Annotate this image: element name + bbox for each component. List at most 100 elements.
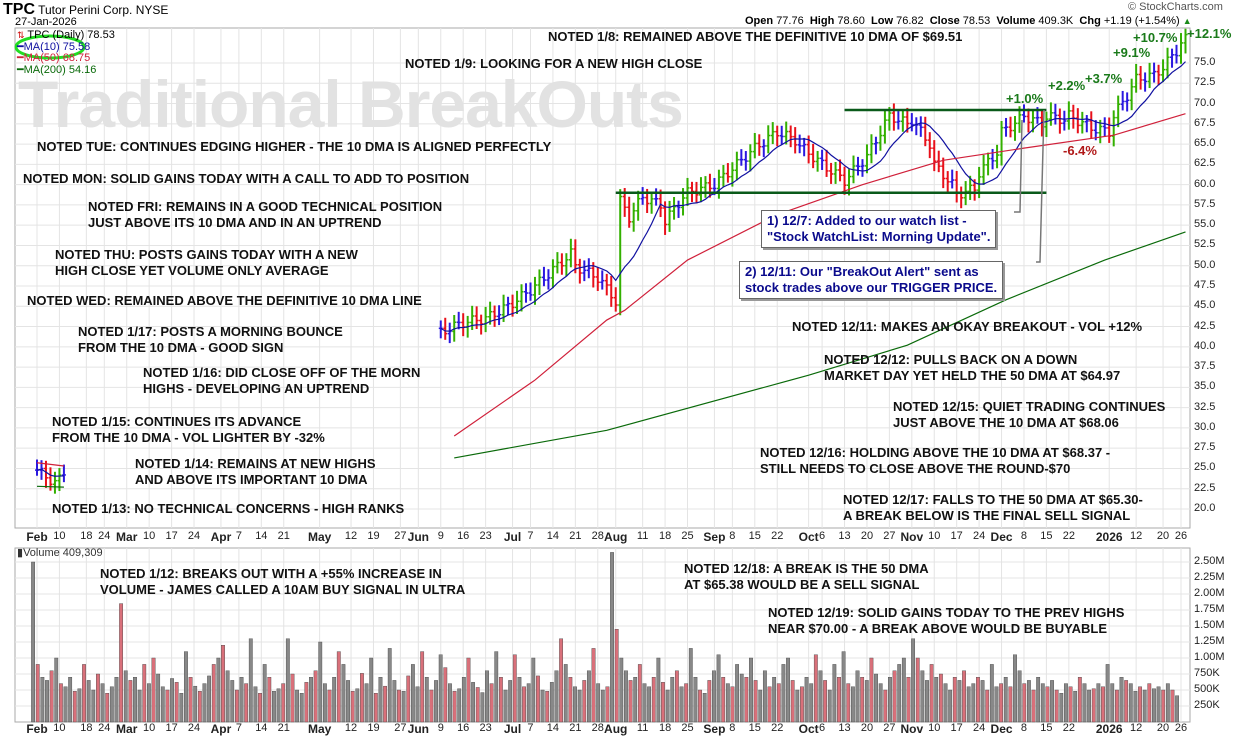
volume-bar (878, 683, 883, 723)
volume-bar (350, 691, 355, 723)
note-1-12: NOTED 1/12: BREAKS OUT WITH A +55% INCRE… (100, 566, 465, 598)
ma10-line (440, 61, 1186, 332)
x-tick-label: 22 (1062, 530, 1075, 542)
note-1-14: NOTED 1/14: REMAINS AT NEW HIGHS AND ABOV… (135, 456, 376, 488)
x-tick-label: 9 (437, 530, 444, 542)
volume-bar (1087, 689, 1092, 723)
volume-bar (364, 683, 369, 723)
volume-bar (684, 683, 689, 723)
volume-bar (730, 686, 735, 723)
x-tick-label: 20 (860, 530, 874, 542)
volume-bar (1114, 689, 1119, 723)
volume-bar (980, 680, 985, 723)
volume-bar (985, 689, 990, 723)
volume-bar (360, 673, 364, 723)
volume-bar (929, 664, 934, 723)
volume-bar (809, 683, 814, 723)
x-tick-label: 10 (53, 530, 66, 542)
volume-bar (540, 689, 545, 723)
note-12-19: NOTED 12/19: SOLID GAINS TODAY TO THE PR… (768, 605, 1124, 637)
volume-bar (600, 689, 605, 723)
volume-bar (54, 657, 59, 723)
note-line: NOTED 12/18: A BREAK IS THE 50 DMA (684, 561, 929, 576)
volume-bar (373, 693, 378, 723)
y-tick-label: 25.0 (1194, 461, 1216, 474)
volume-bar (401, 691, 406, 723)
x-tick-label: 17 (950, 722, 963, 734)
volume-tick-label: 1.25M (1194, 635, 1225, 647)
note-fri: NOTED FRI: REMAINS IN A GOOD TECHNICAL P… (88, 199, 442, 231)
volume-bar (142, 664, 147, 723)
y-tick-label: 55.0 (1194, 218, 1216, 231)
y-tick-label: 75.0 (1194, 56, 1216, 68)
note-line: NOTED THU: POSTS GAINS TODAY WITH A NEW (55, 247, 358, 262)
volume-bar (971, 683, 976, 723)
volume-bar (883, 689, 888, 723)
x-tick-label: 9 (437, 722, 444, 734)
volume-bar (665, 689, 670, 723)
volume-bar (119, 603, 124, 723)
x-tick-label: 11 (636, 530, 649, 542)
note-line: NOTED 12/19: SOLID GAINS TODAY TO THE PR… (768, 605, 1125, 620)
volume-bar (1119, 677, 1124, 723)
x-tick-label: Apr (210, 722, 232, 736)
note-line: STILL NEEDS TO CLOSE ABOVE THE ROUND-$70 (760, 461, 1071, 476)
x-tick-label: Oct (798, 530, 819, 544)
note-line: NOTED 1/15: CONTINUES ITS ADVANCE (52, 414, 302, 429)
volume-bar (45, 680, 49, 723)
volume-bar (1124, 680, 1129, 723)
volume-bars-icon: ▮ (17, 547, 24, 559)
volume-bar (1091, 688, 1096, 723)
volume-bar (850, 686, 855, 723)
x-tick-label: 27 (394, 722, 407, 734)
volume-bar (420, 651, 425, 723)
volume-bar (225, 670, 230, 723)
x-tick-label: 27 (883, 722, 896, 734)
pct-label-negative: -6.4% (1063, 143, 1097, 158)
volume-bar (976, 677, 980, 723)
volume-bar (128, 680, 133, 723)
pct-label: +2.2% (1048, 78, 1086, 93)
company-name: Tutor Perini Corp. (38, 3, 133, 17)
close-label: Close (929, 15, 960, 27)
note-line: NOTED 12/12: PULLS BACK ON A DOWN (824, 352, 1078, 367)
x-tick-label: 23 (479, 530, 492, 542)
volume-bar (897, 664, 902, 723)
volume-bar (753, 680, 758, 723)
volume-bar (211, 664, 216, 723)
volume-bar (332, 677, 337, 723)
x-tick-label: 18 (80, 530, 93, 542)
legend-volume-text: Volume 409,309 (23, 547, 103, 559)
volume-bar (744, 677, 749, 723)
x-tick-label: 18 (658, 722, 672, 734)
volume-bar (378, 677, 383, 723)
volume-bar (197, 691, 202, 723)
volume-bar (610, 552, 614, 723)
volume-bar (920, 670, 925, 723)
volume-bar (1022, 683, 1027, 723)
callout-line: 2) 12/11: Our "BreakOut Alert" sent as (745, 264, 979, 279)
volume-bar (707, 680, 712, 723)
volume-bar (1045, 686, 1050, 723)
volume-bar (989, 664, 994, 723)
x-tick-label: Nov (900, 530, 924, 544)
y-tick-label: 57.5 (1194, 197, 1216, 210)
volume-bar (596, 683, 601, 723)
volume-bar (633, 677, 638, 723)
x-tick-label: Dec (990, 722, 1013, 736)
highlight-circle (14, 34, 86, 60)
volume-bar (512, 654, 517, 723)
x-tick-label: 26 (1174, 530, 1188, 542)
volume-bar (559, 638, 564, 723)
volume-bar (702, 693, 707, 723)
note-12-12: NOTED 12/12: PULLS BACK ON A DOWN MARKET … (824, 352, 1120, 384)
y-tick-label: 50.0 (1194, 258, 1216, 271)
x-tick-label: Sep (703, 530, 726, 544)
callout-leader-line (1014, 119, 1023, 213)
callout-line: stock trades above our TRIGGER PRICE. (745, 280, 998, 295)
x-tick-label: 14 (255, 722, 268, 734)
volume-bar (1068, 686, 1073, 723)
volume-bar (341, 664, 346, 723)
volume-bar (156, 673, 161, 723)
volume-bar (1003, 677, 1008, 723)
